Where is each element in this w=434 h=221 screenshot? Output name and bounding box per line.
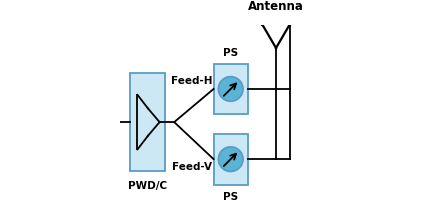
Circle shape: [218, 147, 243, 171]
Bar: [129, 73, 164, 171]
Text: Feed-H: Feed-H: [171, 76, 212, 86]
Bar: [213, 64, 247, 114]
Text: PS: PS: [223, 192, 238, 202]
Text: PWD/C: PWD/C: [128, 181, 167, 191]
Text: Feed-V: Feed-V: [171, 162, 211, 172]
Bar: [213, 134, 247, 185]
Text: Antenna: Antenna: [247, 0, 303, 13]
Text: PS: PS: [223, 48, 238, 58]
Circle shape: [218, 77, 243, 101]
